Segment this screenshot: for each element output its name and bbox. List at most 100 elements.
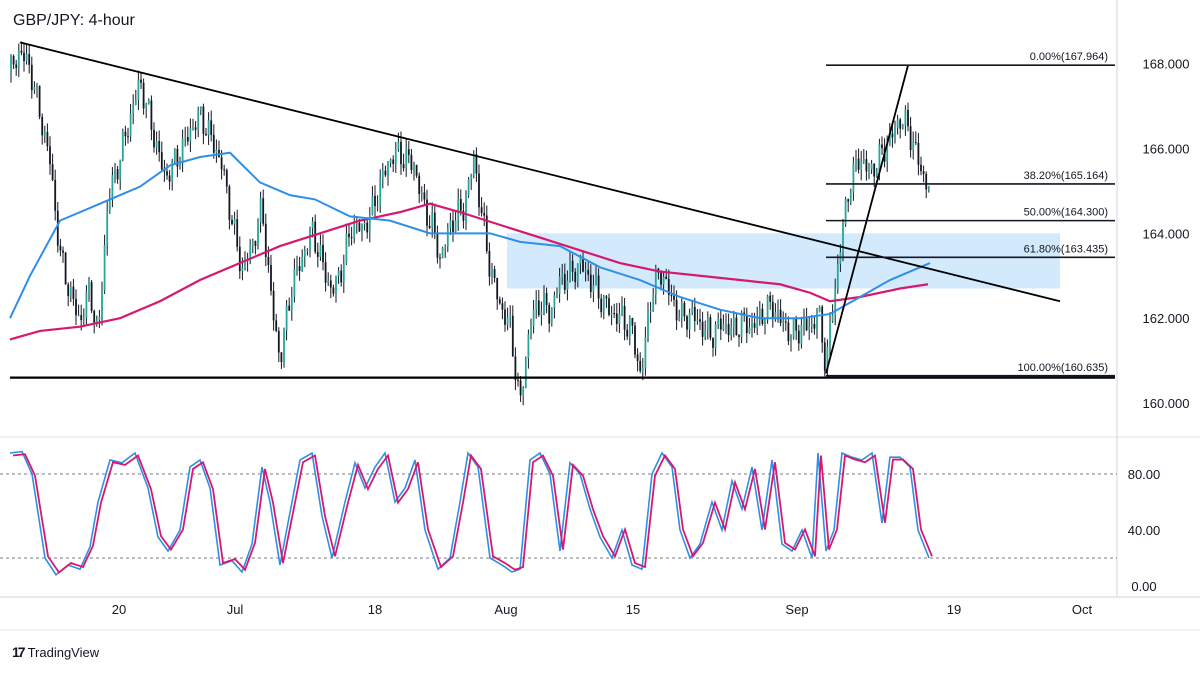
- candle-down: [15, 64, 18, 68]
- candle-up: [722, 324, 725, 330]
- time-tick-label: Oct: [1072, 602, 1093, 617]
- candle-up: [717, 318, 720, 325]
- candle-up: [215, 149, 218, 153]
- candle-up: [556, 293, 558, 296]
- candle-up: [342, 263, 345, 283]
- candle-down: [670, 295, 673, 297]
- candle-down: [72, 286, 75, 299]
- stoch-tick-label: 0.00: [1131, 579, 1156, 594]
- candle-down: [428, 225, 431, 228]
- candle-down: [478, 173, 480, 208]
- time-axis[interactable]: 20 Jul 18 Aug 15 Sep 19 Oct: [112, 602, 1093, 617]
- candle-up: [912, 141, 915, 151]
- candle-up: [904, 109, 907, 126]
- candle-down: [574, 271, 577, 283]
- candle-down: [38, 85, 41, 117]
- candle-up: [103, 245, 106, 291]
- candle-up: [618, 313, 621, 324]
- price-axis[interactable]: 168.000 166.000 164.000 162.000 160.000 80.00…: [1128, 57, 1190, 594]
- candle-up: [137, 79, 140, 101]
- candle-up: [246, 260, 249, 262]
- candle-up: [855, 158, 857, 164]
- candle-down: [784, 321, 787, 323]
- candle-up: [566, 280, 569, 290]
- candle-down: [496, 277, 499, 300]
- candle-up: [184, 137, 187, 139]
- candle-down: [56, 210, 59, 246]
- candle-up: [714, 324, 717, 348]
- candle-down: [459, 198, 462, 211]
- candle-up: [688, 312, 691, 330]
- candle-up: [244, 260, 246, 269]
- candle-down: [59, 245, 62, 251]
- candle-up: [732, 317, 735, 328]
- candle-up: [199, 106, 202, 111]
- fib-level-label: 100.00%(160.635): [1017, 362, 1108, 374]
- candle-up: [628, 318, 631, 337]
- candle-down: [205, 133, 207, 136]
- candle-down: [907, 109, 909, 127]
- candle-down: [439, 257, 441, 259]
- candle-up: [192, 127, 194, 129]
- candle-down: [891, 133, 894, 138]
- candle-up: [413, 164, 415, 170]
- candle-up: [441, 247, 444, 259]
- candle-up: [301, 256, 304, 271]
- candle-up: [319, 244, 322, 257]
- candle-up: [179, 163, 181, 167]
- candle-down: [795, 318, 798, 331]
- candle-up: [25, 54, 28, 62]
- candle-up: [524, 358, 527, 388]
- candle-up: [98, 316, 101, 320]
- candle-down: [857, 158, 860, 170]
- candle-down: [231, 219, 233, 225]
- candle-up: [584, 269, 587, 272]
- price-candles: [10, 41, 930, 406]
- tradingview-branding[interactable]: 17 TradingView: [12, 644, 99, 660]
- candle-down: [272, 290, 275, 321]
- candle-down: [270, 264, 272, 291]
- price-tick-label: 162.000: [1143, 311, 1190, 326]
- candle-down: [605, 296, 608, 299]
- candle-up: [644, 337, 647, 369]
- candle-up: [878, 144, 881, 171]
- candle-up: [82, 317, 85, 321]
- candle-down: [350, 237, 353, 239]
- candle-up: [95, 319, 98, 323]
- candle-up: [444, 246, 447, 248]
- candle-up: [363, 222, 366, 225]
- candle-down: [223, 169, 226, 171]
- candle-up: [207, 120, 210, 136]
- time-tick-label: Aug: [494, 602, 517, 617]
- candle-down: [675, 299, 678, 321]
- candle-down: [298, 266, 301, 271]
- candle-up: [558, 276, 561, 294]
- candle-down: [483, 213, 486, 216]
- candle-down: [517, 379, 519, 381]
- time-tick-label: 18: [368, 602, 382, 617]
- candle-up: [283, 330, 285, 363]
- candle-down: [452, 220, 454, 233]
- candle-down: [925, 174, 928, 190]
- candle-up: [849, 192, 852, 202]
- candle-down: [636, 354, 639, 361]
- candle-up: [509, 315, 512, 318]
- candle-down: [49, 146, 51, 165]
- candle-up: [766, 295, 769, 320]
- candle-up: [595, 275, 597, 286]
- candle-down: [922, 171, 925, 175]
- candle-up: [808, 326, 811, 331]
- candle-up: [649, 310, 652, 313]
- candle-up: [834, 289, 837, 315]
- candle-up: [293, 268, 296, 297]
- candle-up: [129, 113, 132, 137]
- time-tick-label: Jul: [227, 602, 244, 617]
- candle-down: [12, 55, 15, 65]
- stoch-tick-label: 40.00: [1128, 523, 1161, 538]
- candle-down: [771, 301, 774, 319]
- candle-up: [251, 241, 254, 245]
- candle-down: [712, 337, 714, 348]
- candle-up: [189, 128, 192, 142]
- candle-down: [166, 171, 168, 176]
